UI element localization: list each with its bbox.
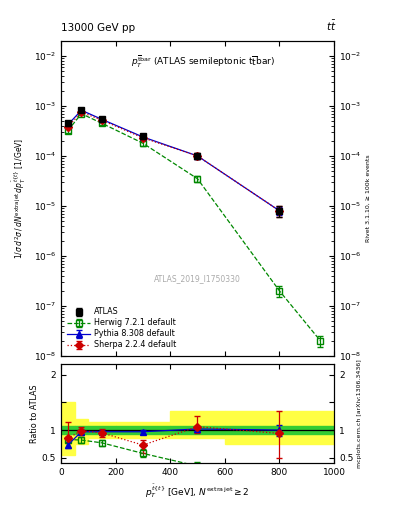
- Bar: [61, 426, 75, 434]
- Y-axis label: mcplots.cern.ch [arXiv:1306.3436]: mcplots.cern.ch [arXiv:1306.3436]: [358, 359, 362, 468]
- Bar: [116, 422, 170, 438]
- Bar: [88, 422, 116, 438]
- Bar: [116, 426, 170, 434]
- Y-axis label: $1/\sigma\,d^2\sigma\,/\,dN^{\mathrm{extra\,jet}}\,dp_T^{\bar{t}\{t\}}$ [1/GeV]: $1/\sigma\,d^2\sigma\,/\,dN^{\mathrm{ext…: [11, 138, 28, 259]
- Text: $p_T^{\mathrm{\overline{t}bar}}$ (ATLAS semileptonic t$\overline{\mathrm{t}}$bar: $p_T^{\mathrm{\overline{t}bar}}$ (ATLAS …: [131, 54, 275, 70]
- Text: $t\bar{t}$: $t\bar{t}$: [325, 19, 336, 33]
- Text: ATLAS_2019_I1750330: ATLAS_2019_I1750330: [154, 274, 241, 283]
- Bar: [75, 419, 88, 444]
- Bar: [170, 426, 225, 434]
- Bar: [88, 426, 116, 434]
- Y-axis label: Ratio to ATLAS: Ratio to ATLAS: [30, 384, 39, 443]
- Bar: [225, 426, 334, 434]
- X-axis label: $p_T^{\bar{t}\{t\}}$ [GeV], $N^{\mathrm{extra\,jet}} \geq 2$: $p_T^{\bar{t}\{t\}}$ [GeV], $N^{\mathrm{…: [145, 483, 250, 500]
- Legend: ATLAS, Herwig 7.2.1 default, Pythia 8.308 default, Sherpa 2.2.4 default: ATLAS, Herwig 7.2.1 default, Pythia 8.30…: [65, 305, 178, 352]
- Y-axis label: Rivet 3.1.10, ≥ 100k events: Rivet 3.1.10, ≥ 100k events: [365, 155, 371, 242]
- Bar: [170, 411, 225, 438]
- Text: 13000 GeV pp: 13000 GeV pp: [61, 23, 135, 33]
- Bar: [75, 426, 88, 434]
- Bar: [225, 411, 334, 444]
- Bar: [61, 402, 75, 455]
